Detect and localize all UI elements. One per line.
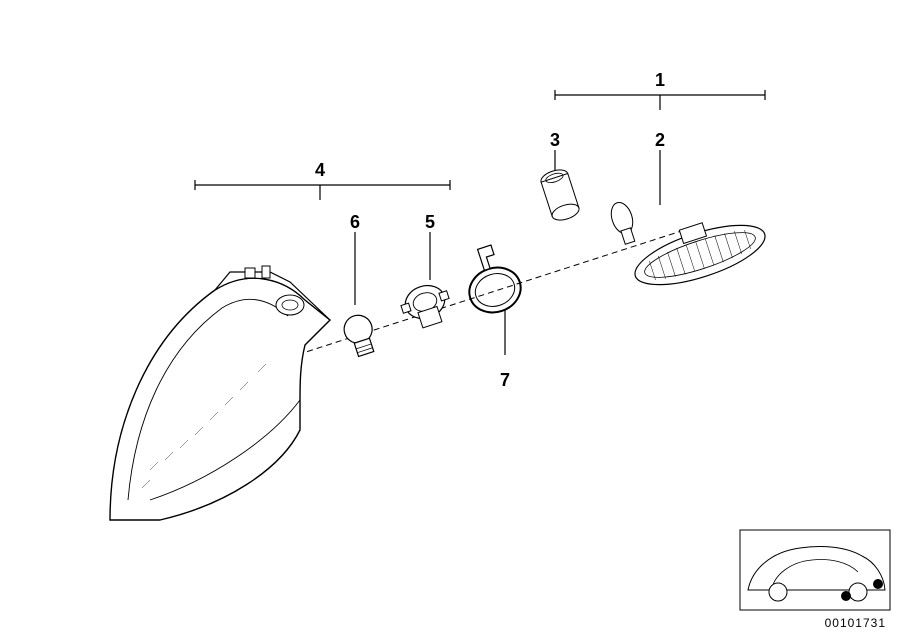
part-bulb (341, 312, 380, 359)
part-bulb-socket-small (539, 167, 581, 223)
callout-3: 3 (550, 130, 560, 151)
part-reference-number: 00101731 (825, 616, 886, 630)
callout-5: 5 (425, 212, 435, 233)
callout-1: 1 (655, 70, 665, 91)
part-side-marker-lens (626, 205, 771, 296)
exploded-axis-line (250, 225, 700, 370)
thumbnail-car (740, 530, 890, 610)
diagram-canvas: { "diagram": { "part_reference": "001017… (0, 0, 900, 636)
lens-outline (110, 278, 330, 520)
diagram-svg (0, 0, 900, 636)
part-gasket-ring (457, 240, 527, 319)
part-wedge-bulb (608, 200, 640, 246)
part-bulb-socket-front (397, 279, 455, 332)
callout-6: 6 (350, 212, 360, 233)
callout-2: 2 (655, 130, 665, 151)
callout-4: 4 (315, 160, 325, 181)
callout-7: 7 (500, 370, 510, 391)
part-front-indicator-lens (110, 266, 330, 520)
